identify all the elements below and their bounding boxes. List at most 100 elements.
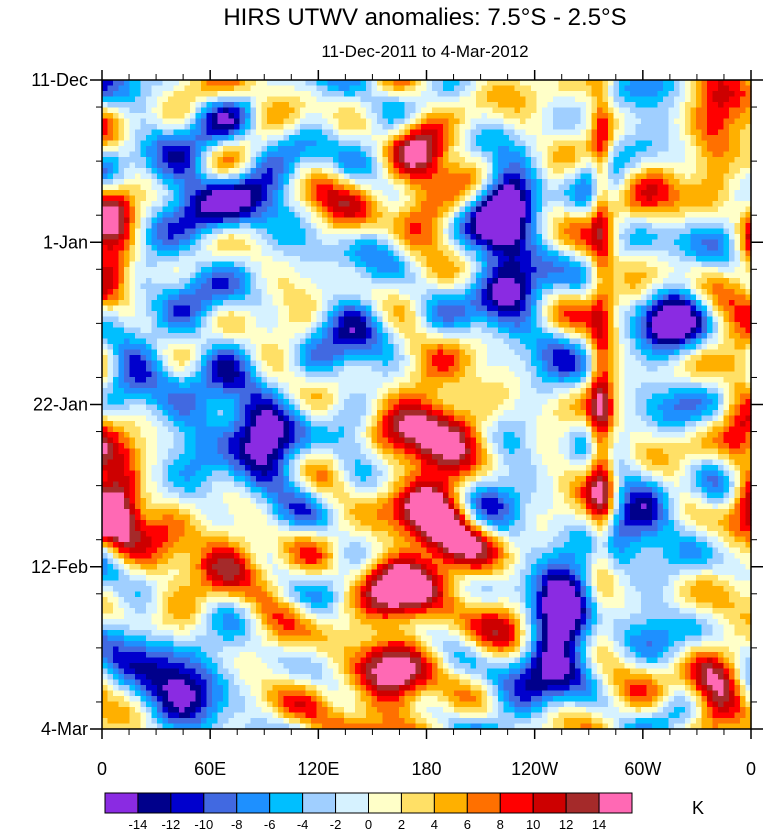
heatmap-cell (388, 140, 395, 147)
heatmap-cell (190, 190, 197, 197)
heatmap-cell (102, 85, 109, 92)
heatmap-cell (426, 234, 433, 241)
heatmap-cell (652, 228, 659, 235)
heatmap-cell (212, 190, 219, 197)
heatmap-cell (388, 179, 395, 186)
heatmap-cell (294, 124, 301, 131)
heatmap-cell (217, 206, 224, 213)
heatmap-cell (239, 256, 246, 263)
heatmap-cell (696, 173, 703, 180)
heatmap-cell (234, 217, 241, 224)
heatmap-cell (476, 113, 483, 120)
heatmap-cell (267, 96, 274, 103)
heatmap-cell (124, 283, 131, 290)
heatmap-cell (234, 245, 241, 252)
heatmap-cell (657, 195, 664, 202)
heatmap-cell (630, 107, 637, 114)
heatmap-cell (102, 146, 109, 153)
heatmap-cell (195, 168, 202, 175)
heatmap-cell (432, 140, 439, 147)
heatmap-cell (399, 113, 406, 120)
heatmap-cell (481, 140, 488, 147)
heatmap-cell (685, 245, 692, 252)
heatmap-cell (377, 179, 384, 186)
heatmap-cell (542, 179, 549, 186)
heatmap-cell (366, 96, 373, 103)
heatmap-cell (690, 278, 697, 285)
heatmap-cell (190, 278, 197, 285)
heatmap-cell (195, 96, 202, 103)
heatmap-cell (190, 212, 197, 219)
heatmap-cell (201, 294, 208, 301)
heatmap-cell (388, 300, 395, 307)
heatmap-cell (371, 190, 378, 197)
heatmap-cell (300, 85, 307, 92)
heatmap-cell (652, 278, 659, 285)
heatmap-cell (597, 250, 604, 257)
heatmap-cell (283, 311, 290, 318)
heatmap-cell (536, 234, 543, 241)
heatmap-cell (146, 184, 153, 191)
heatmap-cell (124, 96, 131, 103)
heatmap-cell (679, 118, 686, 125)
heatmap-cell (503, 190, 510, 197)
heatmap-cell (377, 85, 384, 92)
heatmap-cell (690, 102, 697, 109)
heatmap-cell (701, 113, 708, 120)
heatmap-cell (173, 261, 180, 268)
heatmap-cell (459, 162, 466, 169)
heatmap-cell (679, 217, 686, 224)
heatmap-cell (162, 250, 169, 257)
heatmap-cell (261, 311, 268, 318)
heatmap-cell (602, 140, 609, 147)
heatmap-cell (476, 96, 483, 103)
heatmap-cell (300, 118, 307, 125)
heatmap-cell (135, 102, 142, 109)
heatmap-cell (124, 239, 131, 246)
heatmap-cell (228, 289, 235, 296)
heatmap-cell (250, 107, 257, 114)
heatmap-cell (256, 118, 263, 125)
heatmap-cell (360, 294, 367, 301)
heatmap-cell (201, 173, 208, 180)
heatmap-cell (349, 157, 356, 164)
heatmap-cell (157, 157, 164, 164)
heatmap-cell (564, 107, 571, 114)
heatmap-cell (740, 206, 747, 213)
heatmap-cell (410, 256, 417, 263)
heatmap-cell (536, 151, 543, 158)
heatmap-cell (525, 256, 532, 263)
heatmap-cell (492, 113, 499, 120)
heatmap-cell (520, 234, 527, 241)
heatmap-cell (740, 162, 747, 169)
heatmap-cell (146, 113, 153, 120)
heatmap-cell (745, 201, 752, 208)
heatmap-cell (437, 234, 444, 241)
heatmap-cell (641, 168, 648, 175)
heatmap-cell (289, 294, 296, 301)
heatmap-cell (443, 201, 450, 208)
heatmap-cell (256, 140, 263, 147)
heatmap-cell (663, 118, 670, 125)
heatmap-cell (564, 283, 571, 290)
heatmap-cell (305, 184, 312, 191)
heatmap-cell (388, 146, 395, 153)
heatmap-cell (289, 212, 296, 219)
heatmap-cell (366, 234, 373, 241)
heatmap-cell (602, 113, 609, 120)
heatmap-cell (437, 102, 444, 109)
heatmap-cell (602, 300, 609, 307)
heatmap-cell (591, 250, 598, 257)
heatmap-cell (327, 173, 334, 180)
heatmap-cell (679, 278, 686, 285)
heatmap-cell (432, 168, 439, 175)
heatmap-cell (437, 179, 444, 186)
heatmap-cell (432, 96, 439, 103)
heatmap-cell (415, 129, 422, 136)
heatmap-cell (316, 245, 323, 252)
heatmap-cell (179, 212, 186, 219)
heatmap-cell (344, 272, 351, 279)
heatmap-cell (646, 102, 653, 109)
heatmap-cell (327, 201, 334, 208)
heatmap-cell (212, 217, 219, 224)
